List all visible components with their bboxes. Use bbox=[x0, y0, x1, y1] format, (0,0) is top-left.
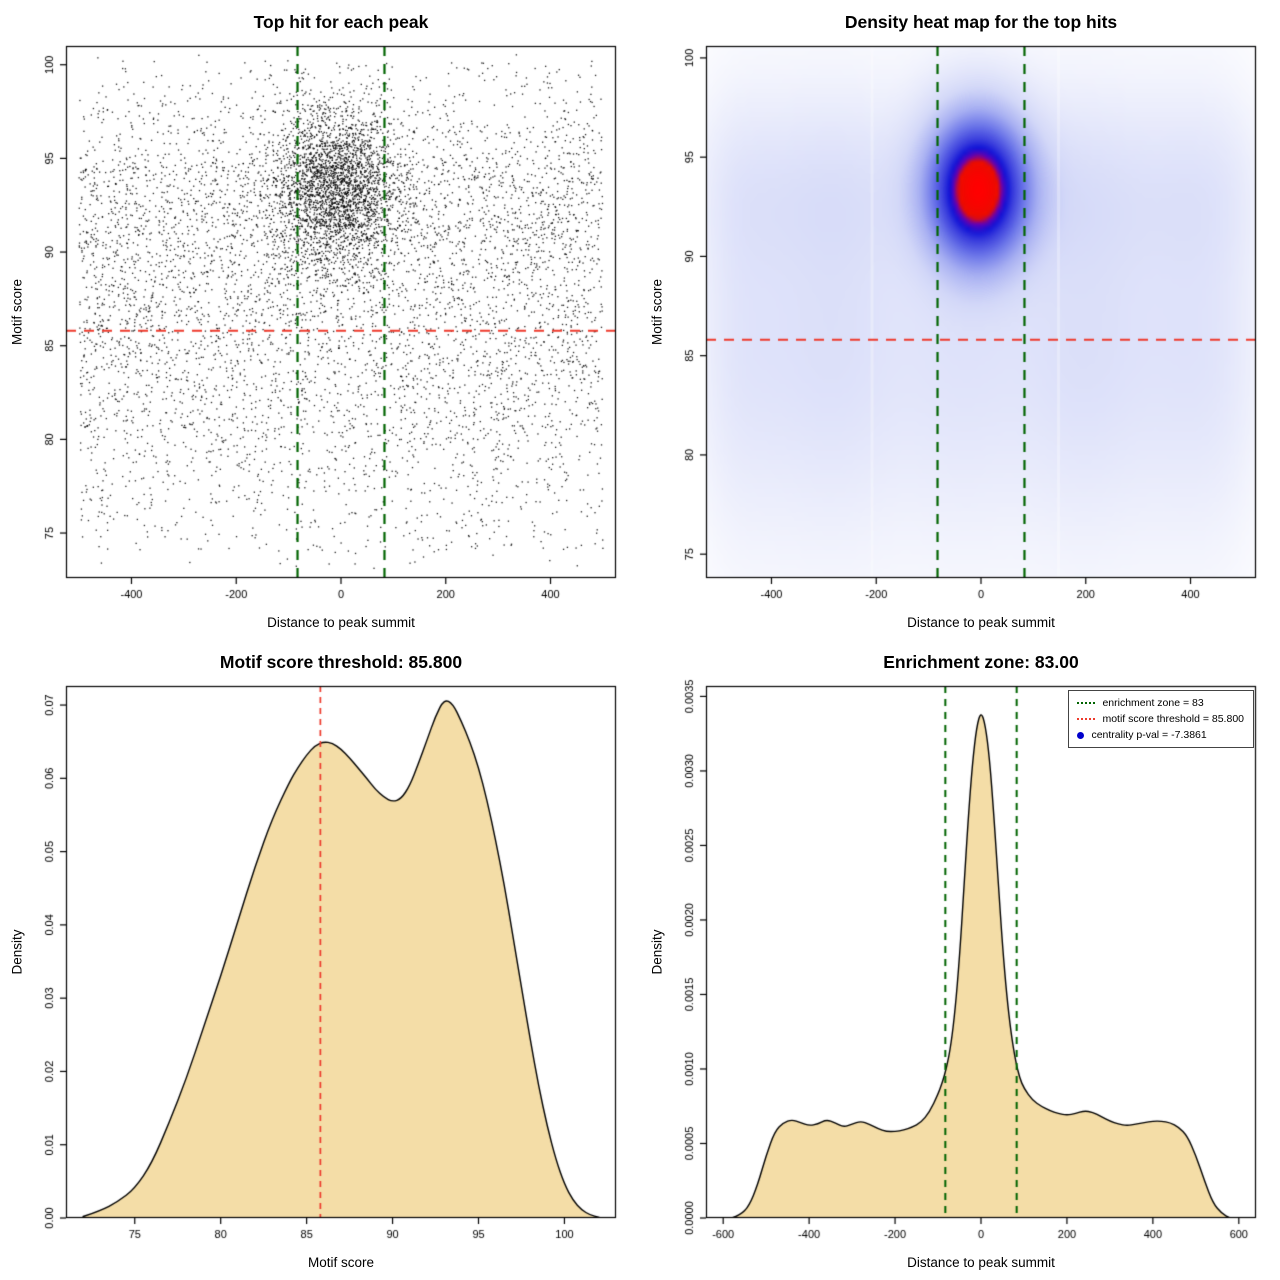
chart-title: Density heat map for the top hits bbox=[844, 12, 1118, 32]
chart-title: Motif score threshold: 85.800 bbox=[219, 652, 463, 672]
panel-motif-score-density: Motif score threshold: 85.800 Motif scor… bbox=[0, 640, 640, 1280]
panel-top-hit-scatter: Top hit for each peak Distance to peak s… bbox=[0, 0, 640, 640]
x-axis-label: Distance to peak summit bbox=[267, 615, 415, 630]
plot-legend: enrichment zone = 83 motif score thresho… bbox=[1068, 690, 1254, 748]
y-axis-label: Density bbox=[9, 929, 25, 975]
y-axis-label: Density bbox=[649, 929, 665, 975]
legend-label: centrality p-val = -7.3861 bbox=[1091, 729, 1207, 741]
scatter-plot-canvas bbox=[0, 0, 640, 640]
chart-title: Top hit for each peak bbox=[253, 12, 429, 32]
panel-enrichment-zone-density: Enrichment zone: 83.00 Distance to peak … bbox=[640, 640, 1280, 1280]
x-axis-label: Distance to peak summit bbox=[907, 1255, 1055, 1270]
motif-density-canvas bbox=[0, 640, 640, 1280]
x-axis-label: Distance to peak summit bbox=[907, 615, 1055, 630]
legend-item: motif score threshold = 85.800 bbox=[1077, 713, 1244, 725]
y-axis-label: Motif score bbox=[9, 278, 25, 346]
legend-label: enrichment zone = 83 bbox=[1102, 697, 1204, 709]
chart-title: Enrichment zone: 83.00 bbox=[883, 652, 1079, 672]
legend-item: enrichment zone = 83 bbox=[1077, 697, 1244, 709]
x-axis-label: Motif score bbox=[307, 1255, 375, 1270]
legend-label: motif score threshold = 85.800 bbox=[1102, 713, 1244, 725]
y-axis-label: Motif score bbox=[649, 278, 665, 346]
blue-dot-icon bbox=[1077, 731, 1085, 739]
panel-density-heatmap: Density heat map for the top hits Distan… bbox=[640, 0, 1280, 640]
legend-item: centrality p-val = -7.3861 bbox=[1077, 729, 1244, 741]
green-dotted-line-icon bbox=[1077, 702, 1096, 704]
red-dotted-line-icon bbox=[1077, 718, 1096, 720]
heatmap-canvas bbox=[640, 0, 1280, 640]
